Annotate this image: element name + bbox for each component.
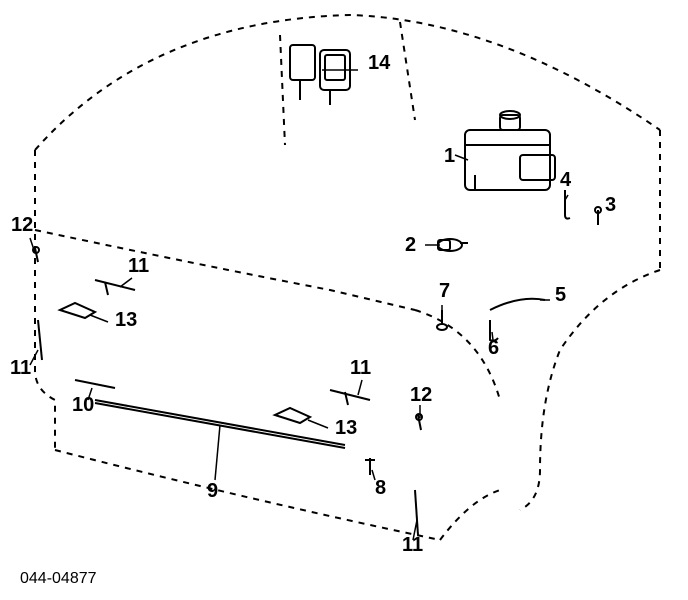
callout-13-b: 13 — [335, 417, 357, 440]
callout-10: 10 — [72, 394, 94, 417]
callout-6: 6 — [488, 337, 499, 360]
callout-4: 4 — [560, 169, 571, 192]
callout-11-d: 11 — [402, 534, 423, 557]
callout-12-b: 12 — [410, 384, 432, 407]
callout-11-b: 11 — [128, 255, 149, 278]
callout-11-a: 11 — [10, 357, 31, 380]
callout-8: 8 — [375, 477, 386, 500]
callout-12-a: 12 — [11, 214, 33, 237]
diagram-part-number: 044-04877 — [20, 570, 97, 588]
callout-3: 3 — [605, 194, 616, 217]
callout-14: 14 — [368, 52, 390, 75]
callout-2: 2 — [405, 234, 416, 257]
callout-5: 5 — [555, 284, 566, 307]
callout-9: 9 — [207, 480, 218, 503]
callout-1: 1 — [444, 145, 455, 168]
parts-diagram: 1 2 3 4 5 6 7 8 9 10 11 11 11 11 12 12 1… — [0, 0, 688, 600]
callout-11-c: 11 — [350, 357, 371, 380]
callout-7: 7 — [439, 280, 450, 303]
diagram-svg — [0, 0, 688, 600]
callout-13-a: 13 — [115, 309, 137, 332]
